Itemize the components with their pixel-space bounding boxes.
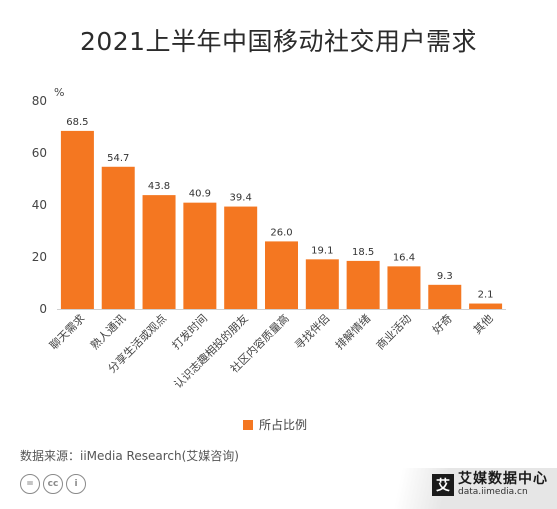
creative-commons-icon: cc	[43, 474, 63, 494]
y-axis-unit: %	[54, 86, 64, 99]
bars	[60, 130, 503, 309]
bar	[183, 202, 217, 309]
attribution-icon: i	[66, 474, 86, 494]
x-tick-label: 其他	[471, 312, 496, 337]
no-derivatives-icon: =	[20, 474, 40, 494]
bar	[224, 206, 258, 309]
bar	[101, 166, 135, 309]
data-label: 43.8	[148, 181, 170, 192]
x-tick-label: 排解情绪	[332, 311, 373, 352]
source-note: 数据来源：iiMedia Research(艾媒咨询)	[20, 449, 239, 463]
y-axis: 0 20 40 60 80%	[32, 86, 506, 316]
bar	[142, 195, 176, 309]
legend-label: 所占比例	[259, 418, 308, 432]
x-axis-labels: 聊天需求 熟人通讯分享生活或观点 打发时间认识志趣相投的朋友社区内容质量高 寻找伴侣排…	[47, 311, 496, 391]
bar	[305, 259, 339, 309]
y-tick-label: 0	[39, 302, 47, 316]
data-label: 18.5	[352, 247, 374, 258]
bar	[265, 241, 298, 309]
data-label: 26.0	[270, 227, 292, 238]
chart-title: 2021上半年中国移动社交用户需求	[79, 27, 478, 56]
data-label: 9.3	[437, 271, 453, 282]
x-tick-label: 打发时间	[169, 311, 210, 352]
logo-mark-icon: 艾	[432, 473, 454, 496]
x-tick-label: 认识志趣相投的朋友	[171, 311, 251, 391]
x-tick-label: 聊天需求	[47, 311, 88, 352]
y-tick-label: 80	[32, 94, 47, 108]
x-tick-label: 寻找伴侣	[291, 311, 332, 352]
value-labels: 68.5 54.7 43.8 40.9 39.4 26.0 19.1 18.5 16.4 9.3 2…	[66, 117, 493, 301]
logo-text: 艾媒数据中心 data.iimedia.cn	[458, 472, 548, 497]
x-tick-label: 熟人通讯	[87, 311, 128, 352]
x-tick-label: 好奇	[429, 311, 454, 336]
bar	[428, 284, 462, 309]
bar	[387, 266, 421, 309]
logo-url: data.iimedia.cn	[458, 487, 528, 497]
x-tick-label: 商业活动	[373, 311, 414, 352]
legend: 所占比例	[243, 416, 307, 433]
data-label: 2.1	[478, 290, 494, 301]
bar-chart: 0 20 40 60 80% 68.5 54.7 43.8 40.9 39.4 26.0 19.1 1…	[32, 86, 506, 391]
bar	[469, 303, 503, 309]
y-tick-label: 40	[32, 198, 47, 212]
data-label: 16.4	[393, 252, 415, 263]
data-label: 19.1	[311, 245, 333, 256]
brand-logo: 艾 艾媒数据中心 data.iimedia.cn	[432, 472, 548, 497]
logo-name: 艾媒数据中心	[458, 471, 548, 487]
bar	[60, 130, 94, 309]
data-label: 40.9	[189, 189, 211, 200]
data-label: 39.4	[230, 193, 252, 204]
bar	[346, 260, 380, 309]
y-tick-label: 20	[32, 250, 47, 264]
y-tick-label: 60	[32, 146, 47, 160]
license-badges: = cc i	[20, 474, 86, 494]
data-label: 68.5	[66, 117, 88, 128]
data-label: 54.7	[107, 153, 129, 164]
legend-swatch	[243, 419, 253, 430]
